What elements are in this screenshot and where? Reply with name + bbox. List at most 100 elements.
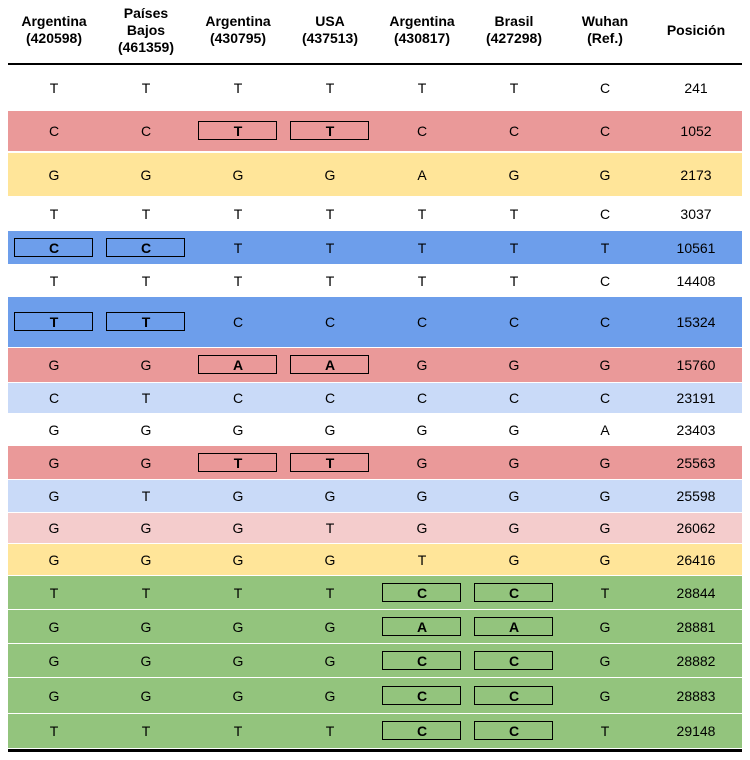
base-label: A xyxy=(508,618,520,635)
base-cell: G xyxy=(468,480,560,512)
highlight-box xyxy=(290,452,369,472)
base-label: G xyxy=(599,520,611,536)
base-cell: T xyxy=(559,231,651,264)
base-label: T xyxy=(325,584,335,601)
base-label: G xyxy=(48,551,60,568)
base-label: C xyxy=(599,314,611,330)
base-label: G xyxy=(416,488,428,504)
base-label: T xyxy=(49,584,59,601)
base-label: T xyxy=(233,723,243,739)
base-cell: T xyxy=(100,714,192,748)
base-cell: G xyxy=(468,544,560,575)
base-cell: G xyxy=(376,446,468,479)
highlighted-base-cell: T xyxy=(100,297,192,347)
base-label: T xyxy=(141,80,151,96)
base-cell: G xyxy=(559,678,651,713)
base-cell: G xyxy=(468,513,560,543)
base-label: G xyxy=(508,357,520,373)
base-label: G xyxy=(140,687,152,704)
base-cell: C xyxy=(559,265,651,296)
row-band-green xyxy=(8,610,742,643)
base-label: G xyxy=(232,520,244,536)
position-cell: 29148 xyxy=(650,714,742,748)
base-label: T xyxy=(325,206,335,222)
base-cell: T xyxy=(100,480,192,512)
header-label: Brasil (427298) xyxy=(485,13,543,46)
base-cell: G xyxy=(8,348,100,382)
base-label: C xyxy=(416,390,428,406)
base-cell: G xyxy=(559,544,651,575)
base-label: G xyxy=(324,652,336,669)
highlighted-base-cell: C xyxy=(468,678,560,713)
base-cell: A xyxy=(376,153,468,196)
base-cell: G xyxy=(376,348,468,382)
base-label: T xyxy=(49,80,59,96)
base-label: T xyxy=(509,206,519,222)
highlighted-base-cell: C xyxy=(8,231,100,264)
base-cell: T xyxy=(100,198,192,230)
position-cell: 1052 xyxy=(650,111,742,151)
base-label: G xyxy=(48,421,60,438)
base-label: G xyxy=(508,551,520,568)
position-cell: 2173 xyxy=(650,153,742,196)
highlighted-base-cell: T xyxy=(284,446,376,479)
base-label: G xyxy=(416,421,428,438)
base-label: T xyxy=(325,723,335,739)
base-cell: G xyxy=(559,480,651,512)
base-label: G xyxy=(232,687,244,704)
row-band-green xyxy=(8,714,742,748)
base-cell: T xyxy=(376,544,468,575)
base-cell: G xyxy=(100,678,192,713)
base-cell: G xyxy=(284,610,376,643)
highlighted-base-cell: T xyxy=(8,297,100,347)
base-label: T xyxy=(325,123,335,139)
base-label: T xyxy=(49,723,59,739)
base-cell: G xyxy=(192,544,284,575)
highlight-box xyxy=(382,721,461,740)
base-cell: G xyxy=(559,446,651,479)
base-label: T xyxy=(141,390,151,406)
base-cell: C xyxy=(376,111,468,151)
base-cell: C xyxy=(192,383,284,413)
position-label: 29148 xyxy=(676,723,716,739)
base-cell: G xyxy=(100,446,192,479)
base-cell: C xyxy=(376,297,468,347)
position-label: 2173 xyxy=(680,166,712,183)
base-label: T xyxy=(141,314,151,330)
row-band-red xyxy=(8,111,742,151)
position-cell: 26062 xyxy=(650,513,742,543)
highlighted-base-cell: C xyxy=(376,644,468,677)
base-label: C xyxy=(599,390,611,406)
bottom-rule xyxy=(8,749,742,752)
header-sample-3: USA (437513) xyxy=(284,2,376,58)
highlight-box xyxy=(106,312,185,331)
highlight-box xyxy=(106,237,185,257)
base-label: G xyxy=(232,488,244,504)
base-label: C xyxy=(508,123,520,139)
base-cell: G xyxy=(8,513,100,543)
highlight-box xyxy=(14,312,93,331)
base-cell: T xyxy=(192,265,284,296)
position-cell: 23403 xyxy=(650,414,742,445)
base-cell: G xyxy=(559,644,651,677)
base-label: T xyxy=(141,488,151,504)
highlighted-base-cell: C xyxy=(376,714,468,748)
base-cell: G xyxy=(100,414,192,445)
base-label: C xyxy=(416,687,428,704)
highlight-box xyxy=(382,650,461,670)
header-sample-0: Argentina (420598) xyxy=(8,2,100,58)
base-cell: T xyxy=(8,265,100,296)
position-label: 1052 xyxy=(680,123,712,139)
table-row: G G T T G G G 25563 xyxy=(0,446,750,479)
base-label: C xyxy=(140,239,152,256)
base-cell: T xyxy=(100,265,192,296)
base-label: G xyxy=(48,687,60,704)
base-label: G xyxy=(416,454,428,471)
base-label: G xyxy=(140,454,152,471)
base-label: A xyxy=(232,357,244,373)
position-cell: 28844 xyxy=(650,576,742,609)
base-cell: G xyxy=(376,480,468,512)
base-label: G xyxy=(416,357,428,373)
position-label: 25598 xyxy=(676,488,716,504)
base-cell: T xyxy=(468,70,560,106)
